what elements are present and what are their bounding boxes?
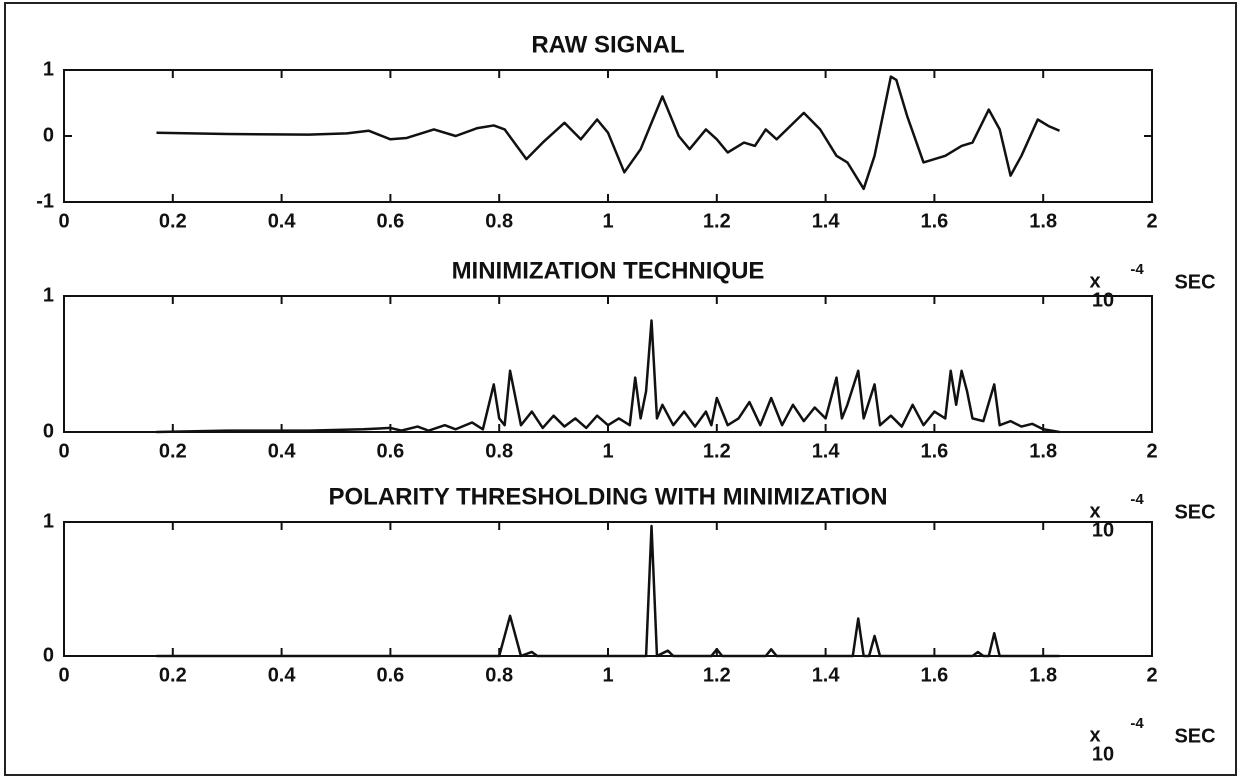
x-tick-label: 1.4 bbox=[812, 664, 841, 686]
x-tick-label: 0.6 bbox=[376, 440, 404, 462]
y-tick-label: 0 bbox=[43, 420, 54, 442]
x-tick-label: 1.6 bbox=[920, 664, 948, 686]
x-tick-label: 1.2 bbox=[703, 210, 731, 232]
x-tick-label: 1.2 bbox=[703, 440, 731, 462]
chart-title: POLARITY THRESHOLDING WITH MINIMIZATION bbox=[328, 483, 887, 510]
y-tick-label: 1 bbox=[43, 58, 54, 80]
data-line bbox=[156, 524, 1060, 658]
x-tick-label: 0.2 bbox=[159, 210, 187, 232]
x-tick-label: 1.4 bbox=[812, 210, 841, 232]
x-tick-label: 1 bbox=[602, 210, 613, 232]
y-tick-label: 0 bbox=[43, 124, 54, 146]
x-axis-label: SEC bbox=[1174, 725, 1215, 747]
x-tick-label: 1.8 bbox=[1029, 210, 1057, 232]
x-tick-label: 0.4 bbox=[268, 210, 297, 232]
y-tick-label: -1 bbox=[36, 190, 54, 212]
x-tick-label: 1 bbox=[602, 440, 613, 462]
x-tick-label: 0 bbox=[58, 210, 69, 232]
x-tick-label: 0.8 bbox=[485, 664, 513, 686]
x-tick-label: 2 bbox=[1146, 440, 1157, 462]
axes-box bbox=[63, 295, 1153, 433]
x-tick-label: 0.8 bbox=[485, 210, 513, 232]
x-tick-label: 0.8 bbox=[485, 440, 513, 462]
x-tick-label: 0.6 bbox=[376, 210, 404, 232]
x-exponent-base: 10 bbox=[1092, 289, 1114, 311]
x-exponent: -4 bbox=[1130, 491, 1144, 508]
x-tick-label: 1.4 bbox=[812, 440, 841, 462]
chart-title: MINIMIZATION TECHNIQUE bbox=[452, 257, 765, 284]
x-axis-label: SEC bbox=[1174, 271, 1215, 293]
y-tick-label: 1 bbox=[43, 284, 54, 306]
x-exponent: -4 bbox=[1130, 715, 1144, 732]
x-exponent: -4 bbox=[1130, 261, 1144, 278]
x-axis-label: SEC bbox=[1174, 501, 1215, 523]
data-line bbox=[156, 75, 1061, 191]
x-tick-label: 0.2 bbox=[159, 664, 187, 686]
figure-border bbox=[4, 2, 1237, 776]
chart-title: RAW SIGNAL bbox=[531, 31, 684, 58]
x-tick-label: 1.2 bbox=[703, 664, 731, 686]
x-tick-label: 1.8 bbox=[1029, 664, 1057, 686]
x-tick-label: 2 bbox=[1146, 664, 1157, 686]
axes-box bbox=[63, 69, 1153, 203]
y-tick-label: 0 bbox=[43, 644, 54, 666]
data-line bbox=[156, 319, 1060, 434]
x-tick-label: 1.6 bbox=[920, 210, 948, 232]
x-exponent-base: 10 bbox=[1092, 519, 1114, 541]
x-multiplier: x bbox=[1089, 270, 1100, 292]
x-tick-label: 0.6 bbox=[376, 664, 404, 686]
x-tick-label: 0.4 bbox=[268, 440, 297, 462]
x-tick-label: 1.6 bbox=[920, 440, 948, 462]
x-tick-label: 0 bbox=[58, 440, 69, 462]
x-exponent-base: 10 bbox=[1092, 743, 1114, 765]
x-multiplier: x bbox=[1089, 724, 1100, 746]
x-tick-label: 0.2 bbox=[159, 440, 187, 462]
axes-box bbox=[63, 521, 1153, 657]
x-multiplier: x bbox=[1089, 500, 1100, 522]
x-tick-label: 1 bbox=[602, 664, 613, 686]
x-tick-label: 2 bbox=[1146, 210, 1157, 232]
x-tick-label: 1.8 bbox=[1029, 440, 1057, 462]
y-tick-label: 1 bbox=[43, 510, 54, 532]
x-tick-label: 0 bbox=[58, 664, 69, 686]
x-tick-label: 0.4 bbox=[268, 664, 297, 686]
